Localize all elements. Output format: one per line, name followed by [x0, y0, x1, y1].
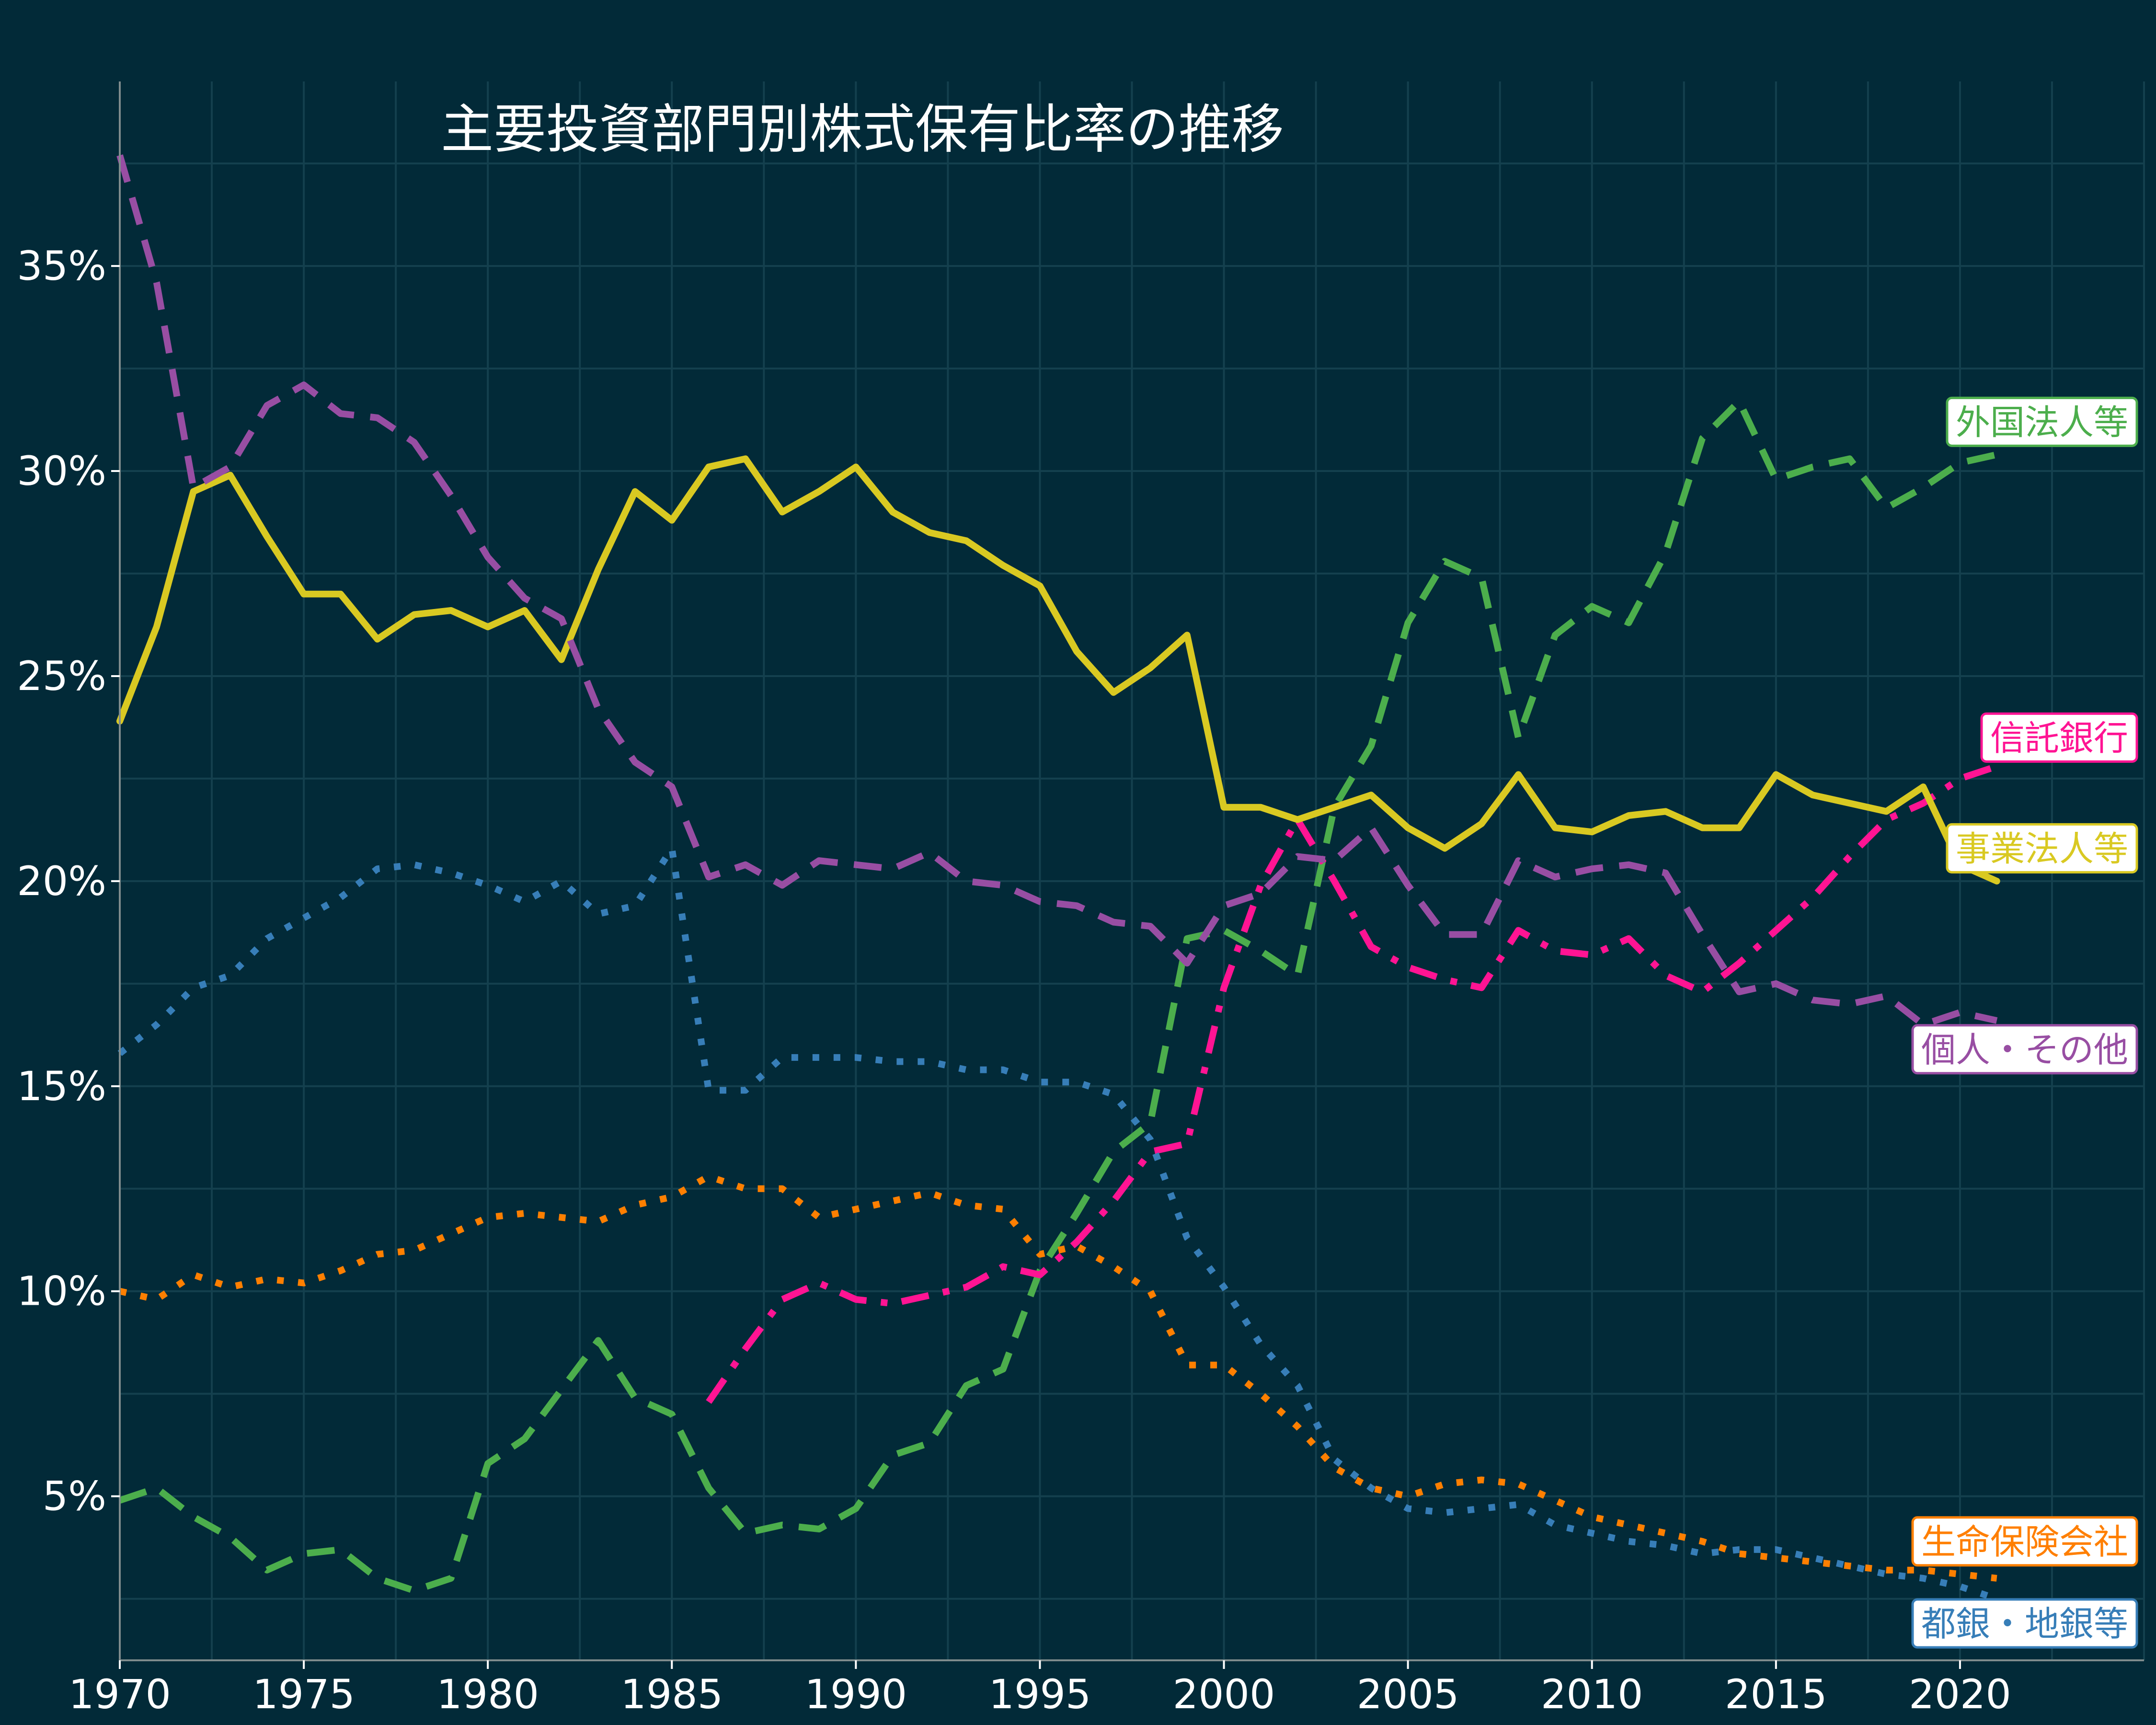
chart-title: 主要投資部門別株式保有比率の推移 — [441, 99, 1284, 160]
series-layer — [116, 154, 2000, 1602]
y-tick-label: 20% — [17, 858, 106, 905]
x-tick-label: 1970 — [69, 1671, 171, 1718]
end-label-信託銀行: 信託銀行 — [1990, 718, 2128, 758]
end-label-事業法人等: 事業法人等 — [1956, 828, 2128, 869]
y-tick-label: 35% — [17, 242, 106, 289]
end-label-生命保険会社: 生命保険会社 — [1921, 1522, 2128, 1562]
x-tick-label: 1985 — [620, 1671, 723, 1718]
y-tick-label: 10% — [17, 1268, 106, 1315]
y-tick-label: 30% — [17, 448, 106, 494]
y-tick-label: 25% — [17, 653, 106, 700]
x-tick-label: 1975 — [252, 1671, 355, 1718]
axes: 1970 1975 1980 1985 1990 1995 2000 2005 2010 2015… — [17, 81, 2144, 1718]
x-tick-label: 2010 — [1541, 1671, 1643, 1718]
series-line-個人・その他 — [116, 154, 1998, 1028]
x-tick-label: 1995 — [989, 1671, 1091, 1718]
series-line-事業法人等 — [116, 455, 2000, 885]
series-line-信託銀行 — [706, 763, 1998, 1404]
x-tick-label: 1990 — [804, 1671, 907, 1718]
x-tick-label: 2005 — [1357, 1671, 1459, 1718]
end-label-都銀・地銀等: 都銀・地銀等 — [1921, 1604, 2128, 1644]
y-tick-label: 5% — [43, 1473, 106, 1520]
x-tick-label: 2015 — [1725, 1671, 1827, 1718]
end-label-box — [1946, 396, 2138, 447]
series-line-生命保険会社 — [119, 1173, 1997, 1582]
end-label-box — [1980, 712, 2138, 763]
series-line-外国法人等 — [118, 398, 1998, 1594]
end-label-box — [1946, 823, 2138, 874]
end-label-box — [1911, 1598, 2138, 1649]
end-label-個人・その他: 個人・その他 — [1921, 1030, 2128, 1070]
y-tick-label: 15% — [17, 1063, 106, 1110]
end-label-外国法人等: 外国法人等 — [1956, 402, 2128, 442]
end-label-box — [1911, 1516, 2138, 1567]
x-tick-label: 2000 — [1173, 1671, 1275, 1718]
x-tick-label: 1980 — [436, 1671, 539, 1718]
end-label-box — [1911, 1024, 2138, 1075]
x-tick-label: 2020 — [1909, 1671, 2011, 1718]
